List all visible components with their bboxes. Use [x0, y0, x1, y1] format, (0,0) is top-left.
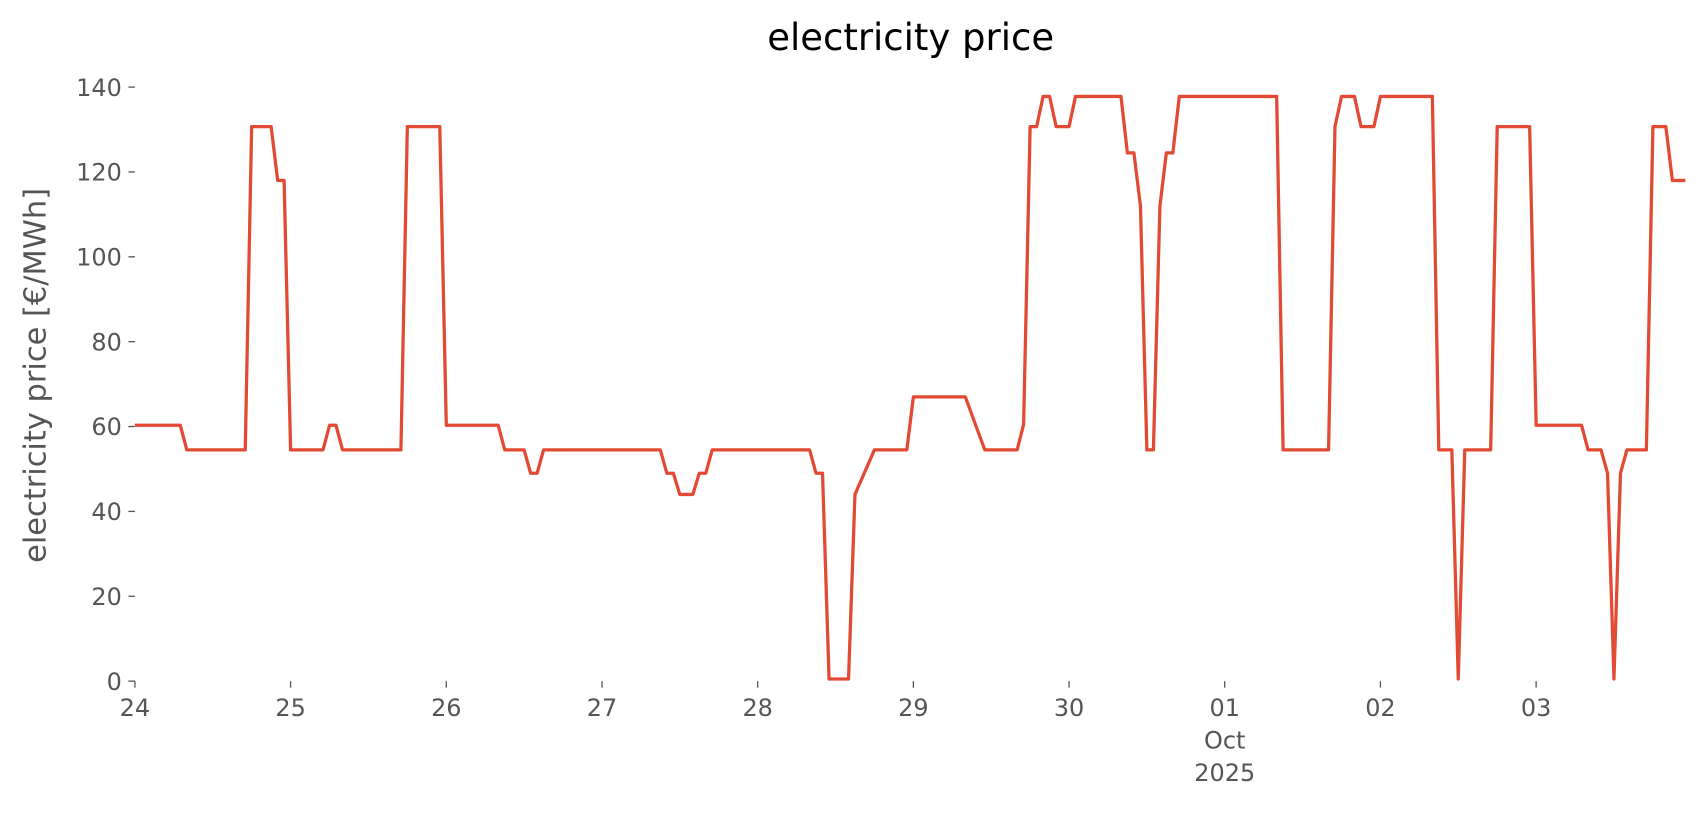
x-tick-label: 29 — [898, 694, 928, 722]
x-tick-label-line: Oct — [1204, 727, 1245, 755]
x-tick-label: 30 — [1054, 694, 1084, 722]
x-tick-label-line: 28 — [742, 694, 772, 722]
x-tick-label: 24 — [120, 694, 150, 722]
x-tick-label: 26 — [431, 694, 461, 722]
x-tick-label: 01 Oct 2025 — [1194, 694, 1255, 787]
x-tick-label: 28 — [742, 694, 772, 722]
chart-title: electricity price — [767, 16, 1054, 59]
x-tick-label-line: 02 — [1365, 694, 1395, 722]
y-tick-label: 140 — [76, 74, 122, 102]
x-tick-label-line: 24 — [120, 694, 150, 722]
x-tick-label: 25 — [275, 694, 305, 722]
y-axis-label: electricity price [€/MWh] — [19, 188, 54, 563]
x-tick-label: 03 — [1521, 694, 1551, 722]
y-tick-label: 100 — [76, 244, 122, 272]
y-tick-label: 120 — [76, 159, 122, 187]
x-tick-label-line: 30 — [1054, 694, 1084, 722]
x-tick-label-line: 03 — [1521, 694, 1551, 722]
y-tick-label: 20 — [91, 583, 121, 611]
x-tick-label: 02 — [1365, 694, 1395, 722]
x-tick-label-line: 2025 — [1194, 759, 1255, 787]
price-line — [134, 94, 1686, 681]
y-tick-label: 0 — [107, 668, 122, 696]
y-tick-label: 80 — [91, 328, 121, 356]
x-tick-label-line: 01 — [1210, 694, 1240, 722]
y-tick-label: 40 — [91, 498, 121, 526]
x-tick-label-line: 27 — [587, 694, 617, 722]
x-tick-label: 27 — [587, 694, 617, 722]
x-tick-label-line: 29 — [898, 694, 928, 722]
x-tick-label-line: 26 — [431, 694, 461, 722]
y-tick-label: 60 — [91, 413, 121, 441]
x-tick-label-line: 25 — [275, 694, 305, 722]
